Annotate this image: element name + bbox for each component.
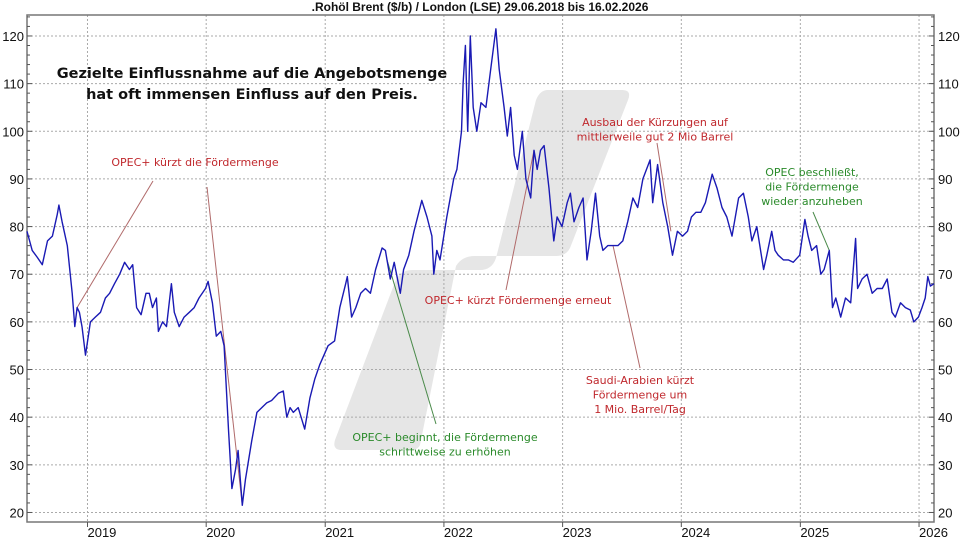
y-tick-label-right: 40 <box>938 410 952 425</box>
y-tick-label-left: 70 <box>10 267 24 282</box>
x-tick-label: 2021 <box>325 525 354 540</box>
annotation-leader-line <box>505 150 535 291</box>
annotation-text: Saudi-Arabien kürzt <box>586 374 695 387</box>
headline-line-2: hat oft immensen Einfluss auf den Preis. <box>86 87 418 103</box>
annotation-leader-line <box>386 259 437 425</box>
y-tick-label-right: 60 <box>938 315 952 330</box>
y-tick-label-left: 30 <box>10 458 24 473</box>
annotation-text: Ausbau der Kürzungen auf <box>582 116 729 129</box>
y-tick-label-left: 100 <box>2 124 24 139</box>
y-tick-label-left: 120 <box>2 29 24 44</box>
annotation-text: schrittweise zu erhöhen <box>379 446 511 459</box>
annotation-text: OPEC+ kürzt Fördermenge erneut <box>425 294 612 307</box>
x-tick-label: 2026 <box>919 525 948 540</box>
annotation-text: die Fördermenge <box>765 181 859 194</box>
annotation-text: OPEC+ beginnt, die Fördermenge <box>352 431 537 444</box>
x-tick-label: 2020 <box>206 525 235 540</box>
y-tick-label-right: 50 <box>938 363 952 378</box>
annotation-leader-line <box>656 142 672 232</box>
y-tick-label-right: 30 <box>938 458 952 473</box>
y-tick-label-right: 100 <box>938 124 960 139</box>
grid <box>27 15 934 522</box>
y-tick-label-right: 110 <box>938 77 959 92</box>
y-tick-label-left: 90 <box>10 172 24 187</box>
annotation-leader-line <box>76 180 154 308</box>
x-tick-label: 2019 <box>87 525 116 540</box>
annotation-text: wieder anzuheben <box>761 195 863 208</box>
x-tick-label: 2023 <box>563 525 592 540</box>
plot-frame <box>26 14 935 523</box>
y-tick-label-right: 80 <box>938 220 952 235</box>
annotation-leader-line <box>612 245 641 369</box>
watermark-logo <box>334 90 630 450</box>
annotation-text: OPEC+ kürzt die Fördermenge <box>111 156 279 169</box>
chart-title: .Rohöl Brent ($/b) / London (LSE) 29.06.… <box>312 0 649 14</box>
annotation-text: OPEC beschließt, <box>765 166 859 179</box>
y-tick-label-left: 60 <box>10 315 24 330</box>
y-tick-label-left: 110 <box>3 77 24 92</box>
y-tick-label-right: 90 <box>938 172 952 187</box>
y-tick-label-left: 20 <box>10 505 24 520</box>
x-tick-label: 2022 <box>444 525 473 540</box>
y-tick-label-left: 40 <box>10 410 24 425</box>
annotation-text: 1 Mio. Barrel/Tag <box>594 403 686 416</box>
annotation-leader-line <box>812 211 830 251</box>
y-tick-label-right: 120 <box>938 29 960 44</box>
annotation-text: Fördermenge um <box>593 389 687 402</box>
y-tick-label-left: 80 <box>10 220 24 235</box>
headline-line-1: Gezielte Einflussnahme auf die Angebotsm… <box>57 66 448 82</box>
y-tick-label-left: 50 <box>10 363 24 378</box>
y-tick-label-right: 20 <box>938 505 952 520</box>
x-tick-label: 2025 <box>800 525 829 540</box>
y-tick-label-right: 70 <box>938 267 952 282</box>
annotation-text: mittlerweile gut 2 Mio Barrel <box>577 131 734 144</box>
price-line <box>26 28 935 506</box>
x-tick-label: 2024 <box>681 525 710 540</box>
